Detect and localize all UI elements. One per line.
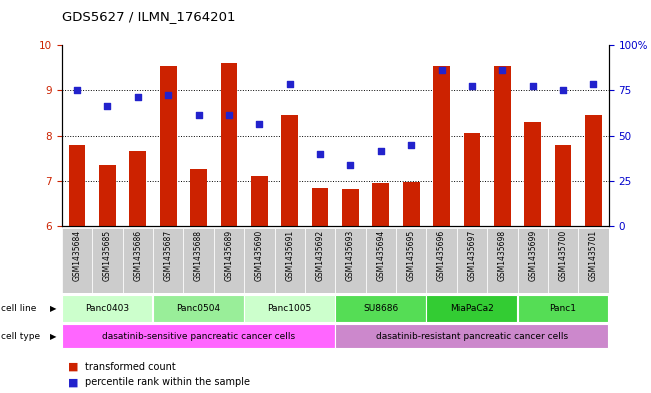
Bar: [434, 66, 450, 226]
Text: GSM1435694: GSM1435694: [376, 230, 385, 281]
Text: Panc0504: Panc0504: [176, 304, 221, 312]
Text: GSM1435699: GSM1435699: [528, 230, 537, 281]
Text: GSM1435700: GSM1435700: [559, 230, 568, 281]
Bar: [62, 228, 92, 293]
Text: dasatinib-resistant pancreatic cancer cells: dasatinib-resistant pancreatic cancer ce…: [376, 332, 568, 341]
Text: GSM1435692: GSM1435692: [316, 230, 325, 281]
Bar: [518, 294, 608, 322]
Text: ▶: ▶: [50, 332, 57, 341]
Bar: [305, 228, 335, 293]
Text: GSM1435696: GSM1435696: [437, 230, 446, 281]
Point: [467, 83, 477, 89]
Bar: [518, 228, 548, 293]
Text: GSM1435688: GSM1435688: [194, 230, 203, 281]
Bar: [578, 228, 609, 293]
Text: GSM1435693: GSM1435693: [346, 230, 355, 281]
Bar: [214, 228, 244, 293]
Bar: [244, 228, 275, 293]
Bar: [457, 228, 487, 293]
Point: [345, 162, 355, 168]
Text: GSM1435689: GSM1435689: [225, 230, 234, 281]
Point: [72, 87, 82, 94]
Bar: [335, 324, 608, 349]
Bar: [372, 183, 389, 226]
Text: GSM1435690: GSM1435690: [255, 230, 264, 281]
Point: [284, 81, 295, 87]
Point: [102, 103, 113, 109]
Bar: [366, 228, 396, 293]
Bar: [464, 133, 480, 226]
Text: GSM1435684: GSM1435684: [72, 230, 81, 281]
Bar: [312, 187, 329, 226]
Bar: [159, 66, 176, 226]
Bar: [396, 228, 426, 293]
Bar: [69, 145, 85, 226]
Bar: [335, 294, 426, 322]
Point: [589, 81, 599, 87]
Bar: [62, 324, 335, 349]
Bar: [153, 294, 243, 322]
Text: GSM1435691: GSM1435691: [285, 230, 294, 281]
Point: [558, 87, 568, 94]
Text: GSM1435685: GSM1435685: [103, 230, 112, 281]
Text: ■: ■: [68, 362, 79, 372]
Bar: [548, 228, 578, 293]
Text: SU8686: SU8686: [363, 304, 398, 312]
Bar: [99, 165, 116, 226]
Bar: [251, 176, 268, 226]
Point: [527, 83, 538, 89]
Bar: [281, 115, 298, 226]
Bar: [130, 151, 146, 226]
Bar: [184, 228, 214, 293]
Bar: [342, 189, 359, 226]
Bar: [62, 294, 152, 322]
Bar: [190, 169, 207, 226]
Point: [133, 94, 143, 100]
Bar: [525, 122, 541, 226]
Bar: [122, 228, 153, 293]
Point: [406, 141, 417, 148]
Point: [163, 92, 173, 98]
Text: GSM1435697: GSM1435697: [467, 230, 477, 281]
Point: [376, 148, 386, 154]
Bar: [153, 228, 184, 293]
Bar: [221, 63, 237, 226]
Text: ▶: ▶: [50, 304, 57, 312]
Bar: [494, 66, 510, 226]
Point: [436, 67, 447, 73]
Bar: [426, 228, 457, 293]
Bar: [244, 294, 335, 322]
Bar: [487, 228, 518, 293]
Text: GSM1435687: GSM1435687: [163, 230, 173, 281]
Text: GSM1435698: GSM1435698: [498, 230, 507, 281]
Text: percentile rank within the sample: percentile rank within the sample: [85, 377, 249, 387]
Bar: [275, 228, 305, 293]
Point: [224, 112, 234, 118]
Bar: [555, 145, 572, 226]
Point: [497, 67, 508, 73]
Text: cell line: cell line: [1, 304, 36, 312]
Point: [315, 151, 326, 157]
Text: cell type: cell type: [1, 332, 40, 341]
Text: GSM1435695: GSM1435695: [407, 230, 416, 281]
Text: transformed count: transformed count: [85, 362, 175, 372]
Bar: [426, 294, 517, 322]
Text: ■: ■: [68, 377, 79, 387]
Point: [193, 112, 204, 118]
Text: dasatinib-sensitive pancreatic cancer cells: dasatinib-sensitive pancreatic cancer ce…: [102, 332, 295, 341]
Text: Panc1: Panc1: [549, 304, 577, 312]
Point: [254, 121, 264, 127]
Text: GSM1435701: GSM1435701: [589, 230, 598, 281]
Text: Panc0403: Panc0403: [85, 304, 130, 312]
Bar: [335, 228, 366, 293]
Text: GSM1435686: GSM1435686: [133, 230, 143, 281]
Bar: [403, 182, 419, 226]
Text: MiaPaCa2: MiaPaCa2: [450, 304, 494, 312]
Bar: [92, 228, 122, 293]
Text: Panc1005: Panc1005: [268, 304, 312, 312]
Bar: [585, 115, 602, 226]
Text: GDS5627 / ILMN_1764201: GDS5627 / ILMN_1764201: [62, 10, 236, 23]
